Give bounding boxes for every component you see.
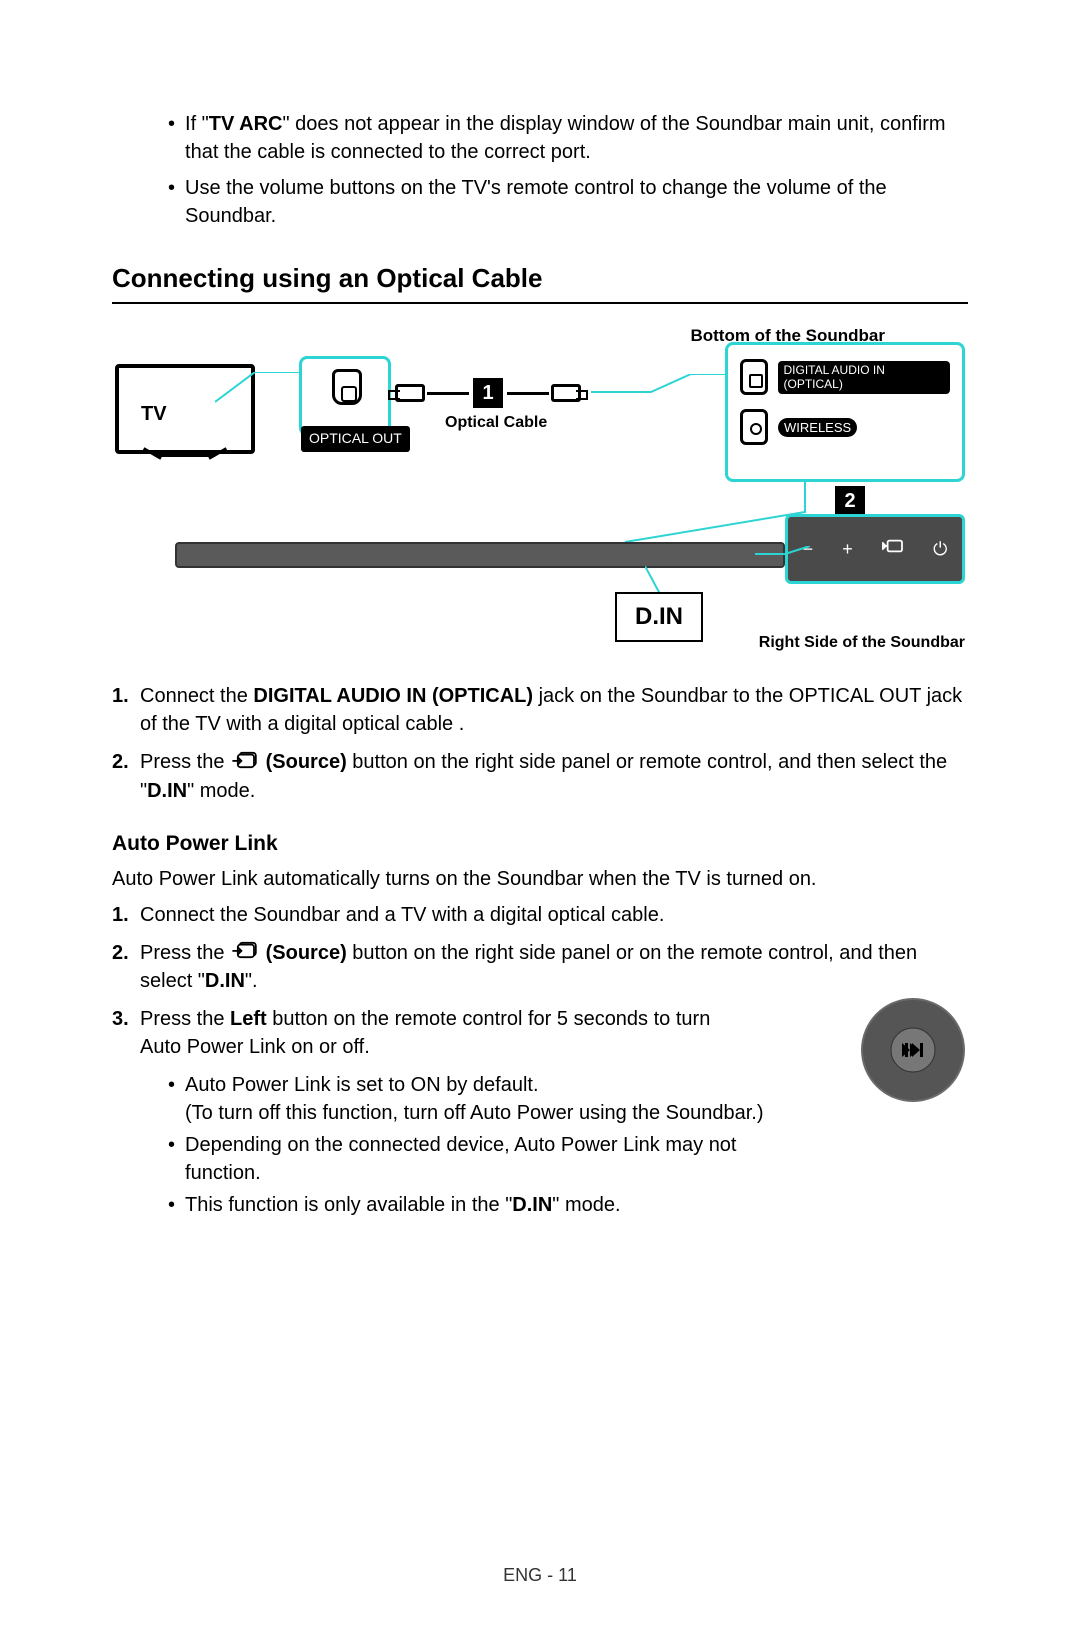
- step-number: 1.: [112, 901, 140, 929]
- list-item: • If "TV ARC" does not appear in the dis…: [168, 110, 968, 166]
- bullet-text: If "TV ARC" does not appear in the displ…: [185, 110, 968, 166]
- bullet-dot-icon: •: [168, 1191, 175, 1219]
- apl-steps: 1. Connect the Soundbar and a TV with a …: [112, 901, 968, 1224]
- cable-line-icon: [427, 392, 469, 395]
- bullet-dot-icon: •: [168, 174, 175, 230]
- optical-out-label: OPTICAL OUT: [301, 426, 410, 452]
- list-item: • Use the volume buttons on the TV's rem…: [168, 174, 968, 230]
- text-bold: DIGITAL AUDIO IN (OPTICAL): [253, 685, 533, 707]
- list-item: 3. Press the Left button on the remote c…: [112, 1005, 752, 1061]
- plug-right-icon: [551, 384, 581, 402]
- text-bold: (Source): [260, 942, 347, 964]
- wireless-port-icon: [740, 409, 768, 445]
- step-text: Connect the DIGITAL AUDIO IN (OPTICAL) j…: [140, 682, 968, 738]
- lead-line-icon: [755, 546, 815, 566]
- text: Press the: [140, 751, 230, 773]
- list-item: 2. Press the (Source) button on the righ…: [112, 748, 968, 805]
- bullet-text: Auto Power Link is set to ON by default.…: [185, 1071, 764, 1127]
- page-footer: ENG - 11: [112, 1563, 968, 1588]
- text-bold: D.IN: [205, 970, 245, 992]
- remote-dpad-icon: [858, 995, 968, 1105]
- step-text: Press the (Source) button on the right s…: [140, 939, 968, 996]
- text: " mode.: [552, 1194, 620, 1216]
- list-item: • Auto Power Link is set to ON by defaul…: [168, 1071, 780, 1127]
- list-item: 1. Connect the DIGITAL AUDIO IN (OPTICAL…: [112, 682, 968, 738]
- text: Connect the: [140, 685, 253, 707]
- text: " does not appear in the display window …: [185, 113, 946, 163]
- step-text: Press the (Source) button on the right s…: [140, 748, 968, 805]
- lead-line-icon: [591, 374, 731, 404]
- text: Press the: [140, 1008, 230, 1030]
- optical-cable-label: Optical Cable: [445, 412, 547, 434]
- text-bold: (Source): [260, 751, 347, 773]
- list-item: 2. Press the (Source) button on the righ…: [112, 939, 968, 996]
- text: This function is only available in the ": [185, 1194, 512, 1216]
- digital-audio-in-label: DIGITAL AUDIO IN (OPTICAL): [778, 361, 950, 394]
- lead-line-icon: [215, 372, 305, 412]
- right-side-label: Right Side of the Soundbar: [759, 632, 965, 654]
- power-icon: ⏻: [933, 537, 947, 562]
- optical-steps: 1. Connect the DIGITAL AUDIO IN (OPTICAL…: [112, 682, 968, 805]
- digital-audio-in-port-icon: [740, 359, 768, 395]
- auto-power-link-heading: Auto Power Link: [112, 829, 968, 858]
- text: ".: [245, 970, 258, 992]
- list-item: • Depending on the connected device, Aut…: [168, 1131, 780, 1187]
- bullet-text: Depending on the connected device, Auto …: [185, 1131, 780, 1187]
- cable-line-icon: [507, 392, 549, 395]
- bullet-dot-icon: •: [168, 1071, 175, 1127]
- step-number: 2.: [112, 748, 140, 805]
- list-item: 1. Connect the Soundbar and a TV with a …: [112, 901, 968, 929]
- bullet-text: Use the volume buttons on the TV's remot…: [185, 174, 968, 230]
- step-text: Connect the Soundbar and a TV with a dig…: [140, 901, 664, 929]
- step-number: 3.: [112, 1005, 140, 1061]
- plug-left-icon: [395, 384, 425, 402]
- remote-illustration: [858, 995, 968, 1113]
- text-bold: Left: [230, 1008, 267, 1030]
- text-bold: D.IN: [147, 780, 187, 802]
- source-icon: [232, 749, 258, 777]
- panel-row: WIRELESS: [740, 409, 950, 445]
- panel-row: DIGITAL AUDIO IN (OPTICAL): [740, 359, 950, 395]
- text-bold: D.IN: [512, 1194, 552, 1216]
- bullet-dot-icon: •: [168, 110, 175, 166]
- text: Auto Power Link is set to ON by default.: [185, 1074, 539, 1096]
- bullet-text: This function is only available in the "…: [185, 1191, 621, 1219]
- step-badge-1: 1: [473, 378, 503, 408]
- text: (To turn off this function, turn off Aut…: [185, 1102, 764, 1124]
- wireless-label: WIRELESS: [778, 418, 857, 438]
- step-number: 1.: [112, 682, 140, 738]
- optical-out-callout: [299, 356, 391, 436]
- apl-intro: Auto Power Link automatically turns on t…: [112, 865, 968, 893]
- optical-cable-diagram: Bottom of the Soundbar TV OPTICAL OUT 1 …: [115, 334, 965, 664]
- step-badge-2: 2: [835, 486, 865, 516]
- text: " mode.: [187, 780, 255, 802]
- source-icon: [882, 537, 904, 562]
- soundbar-bottom-panel: DIGITAL AUDIO IN (OPTICAL) WIRELESS: [725, 342, 965, 482]
- volume-up-icon: +: [842, 537, 853, 562]
- tv-label: TV: [133, 398, 175, 430]
- optical-port-icon: [332, 369, 362, 405]
- text: If ": [185, 113, 209, 135]
- tv-arc-label: TV ARC: [209, 113, 283, 135]
- section-heading: Connecting using an Optical Cable: [112, 260, 968, 304]
- top-bullet-list: • If "TV ARC" does not appear in the dis…: [168, 110, 968, 230]
- soundbar-illustration: [175, 542, 785, 568]
- tv-stand-icon: [155, 454, 215, 462]
- din-display-box: D.IN: [615, 592, 703, 642]
- step-number: 2.: [112, 939, 140, 996]
- step-text: Press the Left button on the remote cont…: [140, 1005, 752, 1061]
- list-item: • This function is only available in the…: [168, 1191, 780, 1219]
- source-icon: [232, 939, 258, 967]
- sub-bullets: • Auto Power Link is set to ON by defaul…: [140, 1071, 780, 1219]
- text: Press the: [140, 942, 230, 964]
- bullet-dot-icon: •: [168, 1131, 175, 1187]
